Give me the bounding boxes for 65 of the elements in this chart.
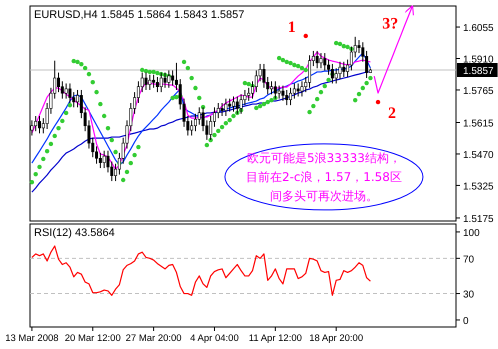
y-tick-label: 1.5325 xyxy=(463,181,494,192)
y-tick-label: 70 xyxy=(463,254,475,266)
candlestick xyxy=(342,61,346,78)
candlestick xyxy=(285,89,288,106)
x-tick-label: 13 Mar 2008 xyxy=(5,333,59,344)
x-tick-label: 27 Mar 20:00 xyxy=(126,333,182,344)
candlestick xyxy=(220,102,224,116)
candlestick xyxy=(270,80,274,95)
candlestick xyxy=(57,72,60,93)
y-tick-label: 100 xyxy=(463,228,480,239)
line-series xyxy=(31,245,372,296)
candlestick xyxy=(338,61,342,80)
candlestick xyxy=(296,82,300,97)
candlestick xyxy=(98,152,102,169)
candlestick xyxy=(308,54,312,88)
y-tick-label: 1.6055 xyxy=(463,23,494,34)
candlestick xyxy=(216,102,220,119)
candlestick xyxy=(38,115,42,134)
x-tick-label: 4 Apr 04:00 xyxy=(190,333,239,344)
candlestick xyxy=(106,150,110,173)
y-tick-label: 1.5615 xyxy=(463,118,494,130)
y-tick-label: 1.5765 xyxy=(463,86,494,97)
candlestick xyxy=(292,82,296,100)
candlestick xyxy=(289,87,292,106)
annotation: 2 xyxy=(388,105,396,122)
candlestick xyxy=(148,74,152,90)
annotation: 3? xyxy=(382,15,398,32)
candlestick xyxy=(190,120,194,136)
y-tick-label: 1.5910 xyxy=(463,54,494,66)
candlestick xyxy=(232,96,235,112)
candlestick xyxy=(316,50,319,69)
candlestick xyxy=(334,68,338,84)
y-tick-label: 1.5470 xyxy=(463,150,494,161)
candlestick xyxy=(300,80,304,97)
candlestick xyxy=(34,115,38,132)
ref-line-label: 1.5857 xyxy=(463,66,494,77)
candlestick xyxy=(102,150,106,169)
candlestick xyxy=(209,115,212,140)
annotation: 欧元可能是5浪33333结构，目前在2-c浪，1.57，1.58区间多头可再次进场。 xyxy=(244,150,403,205)
candlestick xyxy=(202,106,205,132)
annotation: 1 xyxy=(288,18,296,36)
chart-title: RSI(12) 43.5864 xyxy=(34,227,115,239)
candlestick xyxy=(243,89,246,106)
candlestick xyxy=(228,98,232,112)
candlestick xyxy=(171,70,174,86)
candlestick xyxy=(358,40,361,54)
x-tick-label: 20 Mar 12:00 xyxy=(64,333,121,344)
candlestick xyxy=(60,80,64,100)
x-tick-label: 11 Apr 12:00 xyxy=(248,333,302,344)
candlestick xyxy=(156,76,159,93)
candlestick xyxy=(194,113,197,132)
y-tick-label: 0 xyxy=(463,316,469,327)
candlestick xyxy=(152,74,156,88)
candlestick xyxy=(281,85,284,102)
candlestick xyxy=(64,82,68,100)
y-tick-label: 30 xyxy=(463,290,475,301)
candlestick xyxy=(278,85,281,100)
ref-label: 1.5857 xyxy=(457,63,498,77)
candlestick xyxy=(323,52,326,71)
candlestick xyxy=(247,87,250,102)
x-tick-label: 18 Apr 20:00 xyxy=(309,333,364,344)
candlestick xyxy=(319,52,322,69)
candlestick xyxy=(224,98,228,116)
y-tick-label: 1.5175 xyxy=(463,214,494,225)
chart-title: EURUSD,H4 1.5845 1.5864 1.5843 1.5857 xyxy=(34,9,244,21)
